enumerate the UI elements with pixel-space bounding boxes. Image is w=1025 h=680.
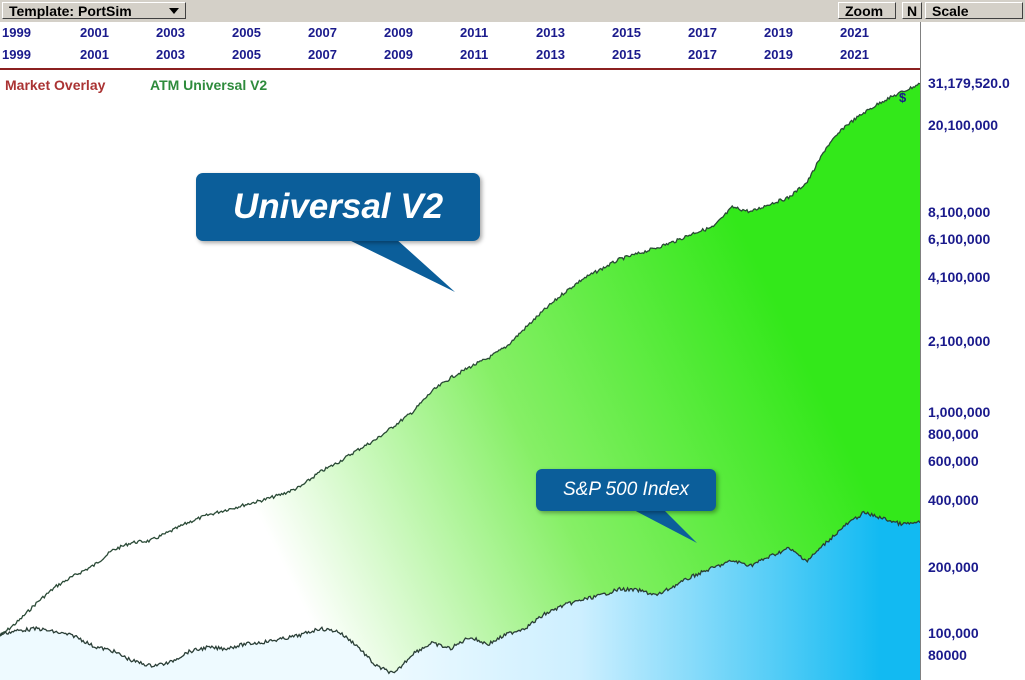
currency-symbol: $ — [899, 90, 907, 105]
year-label: 2011 — [460, 47, 489, 62]
year-label: 2021 — [840, 47, 869, 62]
index-line — [0, 510, 920, 675]
year-label: 2007 — [308, 25, 337, 40]
y-tick-label: 20,100,000 — [928, 116, 999, 133]
year-label: 2015 — [612, 47, 641, 62]
legend-market-overlay: Market Overlay — [5, 77, 106, 93]
year-label: 2015 — [612, 25, 641, 40]
year-label: 2009 — [384, 47, 413, 62]
year-label: 1999 — [2, 25, 31, 40]
year-label: 2013 — [536, 47, 565, 62]
year-label: 2013 — [536, 25, 565, 40]
year-label: 2005 — [232, 25, 261, 40]
y-tick-label: 1,000,000 — [928, 404, 991, 421]
year-label: 2009 — [384, 25, 413, 40]
toolbar: Template: PortSim Zoom N Scale — [0, 0, 1025, 23]
year-label: 2003 — [156, 25, 185, 40]
index-area — [0, 511, 920, 680]
year-label: 2003 — [156, 47, 185, 62]
year-label: 2021 — [840, 25, 869, 40]
year-label: 2001 — [80, 25, 109, 40]
y-tick-label: 600,000 — [928, 453, 979, 470]
index-callout: S&P 500 Index — [536, 469, 716, 511]
price-scale: 31,179,520.0 20,100,000 8,100,000 6,100,000… — [920, 22, 1025, 680]
y-tick-label: 800,000 — [928, 425, 979, 442]
year-label: 2011 — [460, 25, 489, 40]
y-tick-label: 200,000 — [928, 558, 979, 575]
year-label: 2017 — [688, 47, 717, 62]
y-tick-label: 2,100,000 — [928, 333, 991, 350]
y-tick-label: 6,100,000 — [928, 231, 991, 248]
y-tick-label: 31,179,520.0 — [928, 74, 1010, 91]
strategy-callout: Universal V2 — [196, 173, 480, 241]
y-tick-label: 100,000 — [928, 625, 979, 642]
scale-button[interactable]: Scale — [925, 2, 1023, 19]
chart-area — [0, 70, 920, 680]
y-tick-label: 80000 — [928, 646, 967, 663]
strategy-line — [0, 82, 920, 637]
zoom-button[interactable]: Zoom — [838, 2, 896, 19]
year-label: 2019 — [764, 25, 793, 40]
n-button[interactable]: N — [902, 2, 922, 19]
template-dropdown-label: Template: PortSim — [9, 3, 132, 19]
year-label: 2017 — [688, 25, 717, 40]
chevron-down-icon — [169, 8, 179, 14]
year-label: 2001 — [80, 47, 109, 62]
year-label: 2007 — [308, 47, 337, 62]
y-tick-label: 400,000 — [928, 492, 979, 509]
date-axis-bar: 1999 1999 2001 2001 2003 2003 2005 2005 2007 2007… — [0, 22, 920, 70]
template-dropdown[interactable]: Template: PortSim — [2, 2, 186, 19]
y-tick-label: 4,100,000 — [928, 269, 991, 286]
year-label: 2005 — [232, 47, 261, 62]
year-label: 1999 — [2, 47, 31, 62]
y-tick-label: 8,100,000 — [928, 203, 991, 220]
year-label: 2019 — [764, 47, 793, 62]
legend-atm-universal: ATM Universal V2 — [150, 77, 268, 93]
